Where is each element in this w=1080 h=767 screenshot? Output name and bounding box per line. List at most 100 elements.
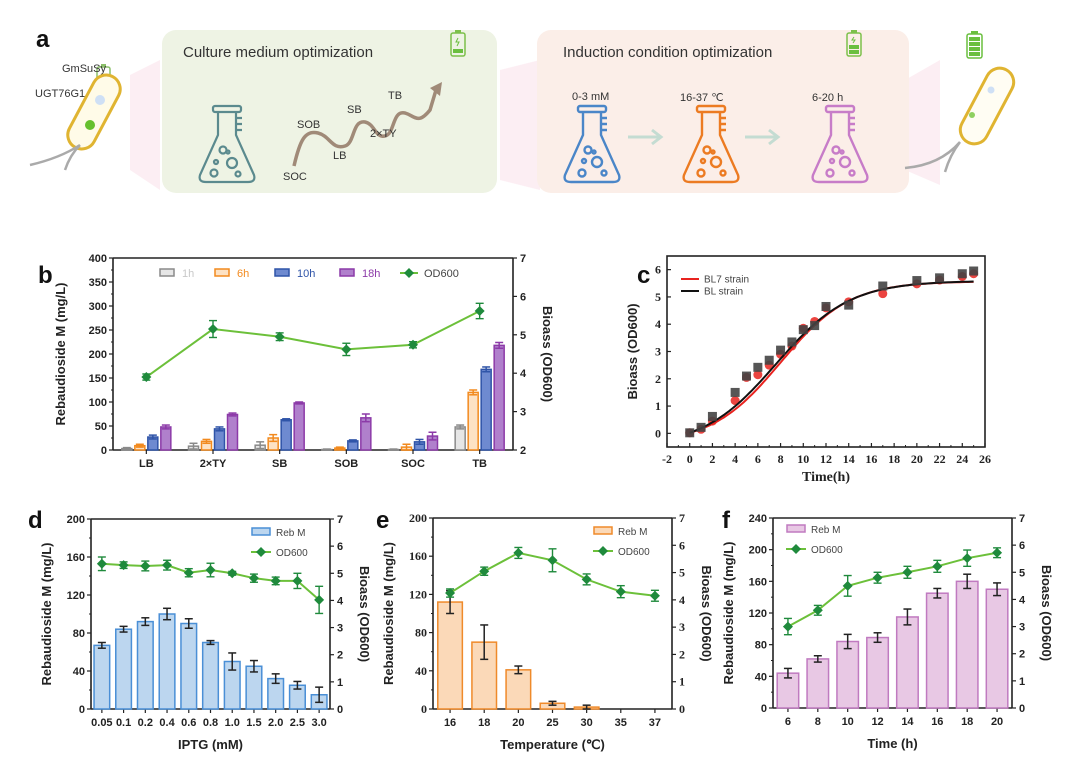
panel-b: b 0 50 100 150 200 250 300 350 400 2 3 4 5 6 7 LB 2×TY SB S… [38,253,555,470]
y2-tick-label: 2 [520,445,526,457]
od600-point [842,580,853,591]
bar-reb-m [866,636,890,709]
legend-marker-od600 [791,544,801,554]
flask-body [682,112,740,184]
bar-1h [454,426,466,451]
x-tick-label: 1.0 [225,717,240,729]
y2-tick-label: 6 [520,291,526,303]
legend-label-18h: 18h [362,268,380,280]
bar-10h [480,368,492,451]
data-point-bl7 [730,396,740,406]
y2-axis-title: Bioass (OD600) [540,306,555,402]
flask-bubble [696,168,706,178]
data-point-bl7 [878,289,888,299]
od600-point [274,331,285,342]
bar-reb-m [437,601,464,710]
x-tick-label: TB [472,458,487,470]
data-point-bl [787,337,797,347]
x-tick-label: 2 [709,452,715,466]
flask-bubble [702,145,712,155]
od600-line [145,310,481,378]
od600-point [408,339,418,350]
culture-box-title: Culture medium optimization [183,44,373,61]
legend-label: BL7 strain [704,275,749,286]
bar-reb-m [955,580,979,709]
x-tick-label: LB [139,458,154,470]
x-tick-label: 10 [797,452,809,466]
od600-point [547,555,558,566]
flask-bubble [590,155,604,169]
induction-step-iptg: 0-3 mM [572,91,609,103]
legend-marker-od600 [256,547,266,557]
step-arrow-icon [628,128,664,146]
panel-letter-a: a [36,26,50,53]
flask-graduations [720,116,726,132]
panel-letter-d: d [28,507,43,534]
flask-neck-rim [824,104,856,114]
bar-18h [160,426,172,451]
bar-reb-m [136,620,154,710]
legend-label-od600: OD600 [276,548,308,559]
od600-point [248,573,259,584]
flask-bubble [699,157,707,165]
x-tick-label: 2×TY [200,458,227,470]
y-tick-label: 400 [89,253,107,265]
y-tick-label: 200 [409,511,427,525]
od600-point [513,547,524,558]
x-tick-label: 0 [687,452,693,466]
y-tick-label: 160 [749,576,767,588]
bar-reb-m [985,588,1009,709]
od600-point [479,566,490,577]
y-tick-label: 240 [749,513,767,525]
panel-d: d 0 40 80 120 160 200 0 1 2 3 4 5 6 7 0.05 0.1 0.2 0.4 0.6 0… [28,507,372,752]
x-tick-label: 6 [755,452,761,466]
y2-tick-label: 1 [1019,676,1025,688]
battery-two-thirds-icon [846,30,862,57]
legend-label-1h: 1h [182,268,194,280]
media-label-sb: SB [347,104,362,116]
y-tick-label: 300 [89,301,107,313]
legend-label-6h: 6h [237,268,249,280]
y2-tick-label: 6 [1019,540,1025,552]
y-tick-label: 100 [89,397,107,409]
y2-tick-label: 2 [679,647,685,661]
y2-tick-label: 4 [337,595,344,607]
y2-axis-title: Bioass (OD600) [1039,565,1054,661]
x-tick-label: 0.05 [91,717,112,729]
y-tick-label: 200 [89,349,107,361]
flask-bubble [709,155,723,169]
od600-point [872,572,883,583]
y2-tick-label: 4 [1019,594,1026,606]
x-tick-label: 16 [865,452,877,466]
y-axis-title: Rebaudioside M (mg/L) [721,542,736,685]
flagellum-icon [29,143,81,171]
y-tick-label: 40 [755,671,767,683]
battery-full-icon [966,31,983,59]
flask-bubble [600,169,608,177]
y2-tick-label: 7 [337,514,343,526]
bar-reb-m [806,658,830,709]
susy-protein-icon [95,95,105,105]
od600-point [208,324,218,335]
media-label-soc: SOC [283,171,307,183]
x-tick-label: 0.6 [181,717,196,729]
x-axis-title: Time (h) [867,736,917,751]
y-tick-label: 0 [101,445,107,457]
gene-label-ugt76g1: UGT76G1 [35,88,85,100]
flask-body [563,112,621,184]
x-tick-label: 22 [934,452,946,466]
induction-step-time: 6-20 h [812,92,843,104]
flask-bubble [825,168,835,178]
x-tick-label: 14 [843,452,855,466]
y-tick-label: 120 [749,608,767,620]
bar-reb-m [201,641,220,710]
legend-swatch-reb-m [786,524,806,533]
flask-graduations [601,116,607,132]
ugt-protein-icon [85,120,95,130]
media-label-lb: LB [333,150,346,162]
data-point-bl [753,362,763,372]
y-tick-label: 150 [89,373,107,385]
od600-point [162,560,173,571]
